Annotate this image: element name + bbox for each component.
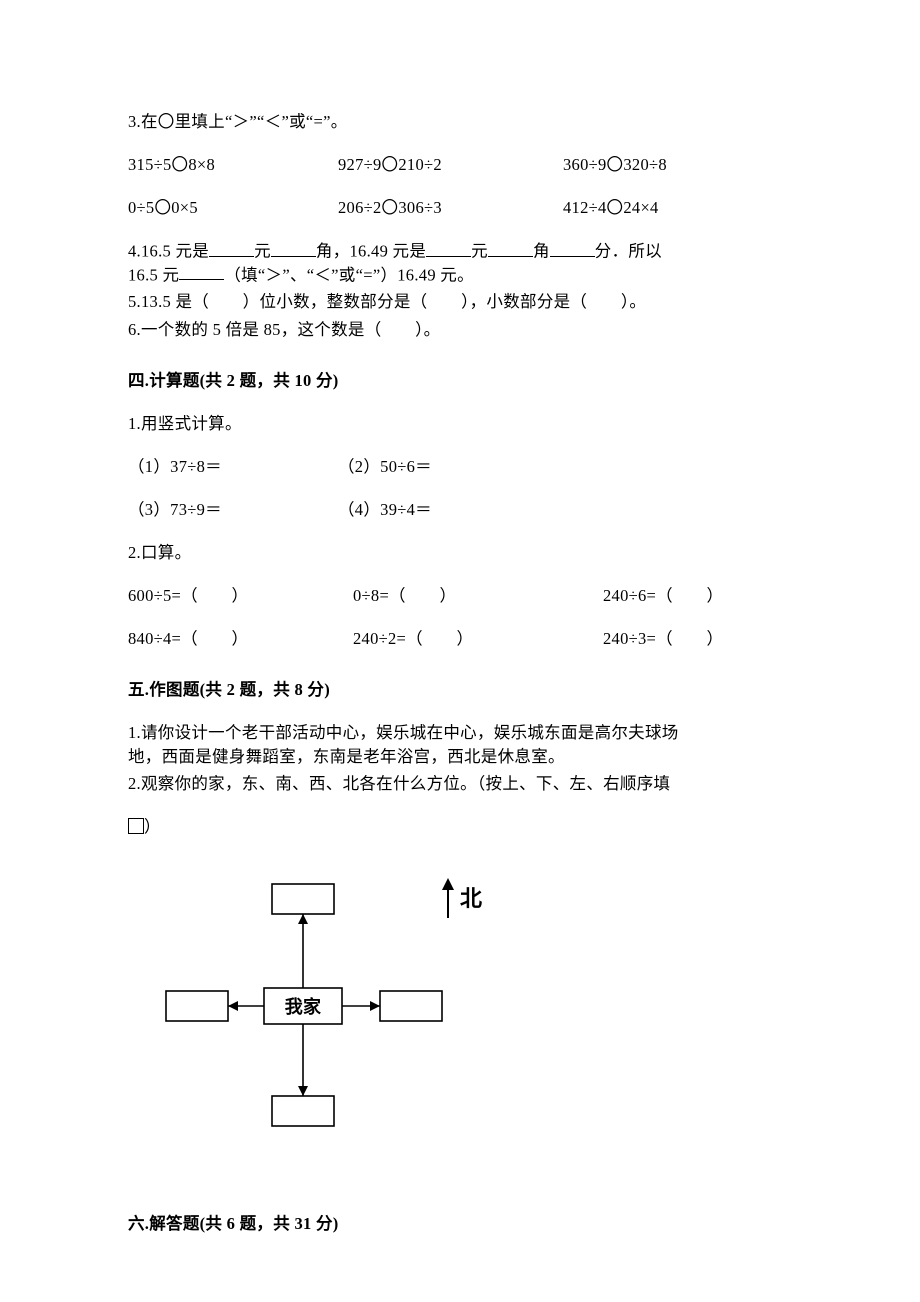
arrow-left <box>228 1001 238 1011</box>
blank <box>426 239 471 257</box>
blank <box>550 239 595 257</box>
sec4-q1-r1-c1: （1）37÷8＝ <box>128 455 338 478</box>
right-box <box>380 991 442 1021</box>
sec5-q2a: 2.观察你的家，东、南、西、北各在什么方位。（按上、下、左、右顺序填 <box>128 772 800 795</box>
q3-r1-c3: 360÷9〇320÷8 <box>563 153 667 176</box>
q3-prompt: 3.在〇里填上“＞”“＜”或“=”。 <box>128 110 800 133</box>
q3-row-2: 0÷5〇0×5 206÷2〇306÷3 412÷4〇24×4 <box>128 196 800 219</box>
q4-l2-head: 16.5 元 <box>128 265 179 284</box>
q3-r2-c2: 206÷2〇306÷3 <box>338 196 563 219</box>
sec4-q2-r2-c2: 240÷2=（ ） <box>353 627 603 650</box>
sec4-q1-r1-c2: （2）50÷6＝ <box>338 455 432 478</box>
q4-l1-p3: 元 <box>471 242 488 261</box>
sec5-q2b-tail: ） <box>144 817 161 836</box>
arrow-right <box>370 1001 380 1011</box>
center-label: 我家 <box>285 996 322 1017</box>
q3-row-1: 315÷5〇8×8 927÷9〇210÷2 360÷9〇320÷8 <box>128 153 800 176</box>
sec4-q1-r2-c1: （3）73÷9＝ <box>128 498 338 521</box>
sec4-q2-r1-c1: 600÷5=（ ） <box>128 584 353 607</box>
sec4-q1-row1: （1）37÷8＝ （2）50÷6＝ <box>128 455 800 478</box>
blank <box>488 239 533 257</box>
sec5-title: 五.作图题(共 2 题，共 8 分) <box>128 678 800 701</box>
sec4-q2-r2-c3: 240÷3=（ ） <box>603 627 723 650</box>
sec4-q2-r1-c3: 240÷6=（ ） <box>603 584 723 607</box>
q4-l1-p4: 角 <box>533 242 550 261</box>
sec4-q1-row2: （3）73÷9＝ （4）39÷4＝ <box>128 498 800 521</box>
sec5-diagram: 北 我家 <box>148 866 800 1152</box>
q3-r2-c3: 412÷4〇24×4 <box>563 196 659 219</box>
q4-l1-p1: 元 <box>254 242 271 261</box>
sec4-q2-r1-c2: 0÷8=（ ） <box>353 584 603 607</box>
blank <box>179 263 224 281</box>
checkbox-icon <box>128 818 144 834</box>
compass-diagram-svg: 北 我家 <box>148 866 528 1146</box>
top-box <box>272 884 334 914</box>
sec4-q2-row2: 840÷4=（ ） 240÷2=（ ） 240÷3=（ ） <box>128 627 800 650</box>
north-arrow-head <box>442 878 454 890</box>
north-label: 北 <box>460 886 482 911</box>
blank <box>209 239 254 257</box>
q6: 6.一个数的 5 倍是 85，这个数是（ ）。 <box>128 318 800 341</box>
bottom-box <box>272 1096 334 1126</box>
q3-r1-c2: 927÷9〇210÷2 <box>338 153 563 176</box>
sec4-title: 四.计算题(共 2 题，共 10 分) <box>128 369 800 392</box>
sec4-q1-prompt: 1.用竖式计算。 <box>128 412 800 435</box>
sec4-q2-r2-c1: 840÷4=（ ） <box>128 627 353 650</box>
q4-l2-tail: （填“＞”、“＜”或“=”）16.49 元。 <box>224 265 474 284</box>
q4-line2: 16.5 元 （填“＞”、“＜”或“=”）16.49 元。 <box>128 263 800 287</box>
sec4-q2-prompt: 2.口算。 <box>128 541 800 564</box>
q5: 5.13.5 是（ ）位小数，整数部分是（ ），小数部分是（ ）。 <box>128 290 800 313</box>
q3-r2-c1: 0÷5〇0×5 <box>128 196 338 219</box>
q4-l1-p0: 4.16.5 元是 <box>128 242 209 261</box>
blank <box>271 239 316 257</box>
north-indicator: 北 <box>442 878 482 918</box>
q4-line1: 4.16.5 元是 元 角，16.49 元是 元 角 分．所以 <box>128 239 800 263</box>
sec4-q2-row1: 600÷5=（ ） 0÷8=（ ） 240÷6=（ ） <box>128 584 800 607</box>
left-box <box>166 991 228 1021</box>
q3-r1-c1: 315÷5〇8×8 <box>128 153 338 176</box>
q4-l1-p2: 角，16.49 元是 <box>316 242 426 261</box>
arrow-up <box>298 914 308 924</box>
sec5-q2b: ） <box>128 815 800 838</box>
arrow-down <box>298 1086 308 1096</box>
sec5-q1b: 地，西面是健身舞蹈室，东南是老年浴宫，西北是休息室。 <box>128 745 800 768</box>
sec4-q1-r2-c2: （4）39÷4＝ <box>338 498 432 521</box>
sec5-q1a: 1.请你设计一个老干部活动中心，娱乐城在中心，娱乐城东面是高尔夫球场 <box>128 721 800 744</box>
sec6-title: 六.解答题(共 6 题，共 31 分) <box>128 1212 800 1235</box>
q4-l1-p5: 分．所以 <box>595 242 662 261</box>
